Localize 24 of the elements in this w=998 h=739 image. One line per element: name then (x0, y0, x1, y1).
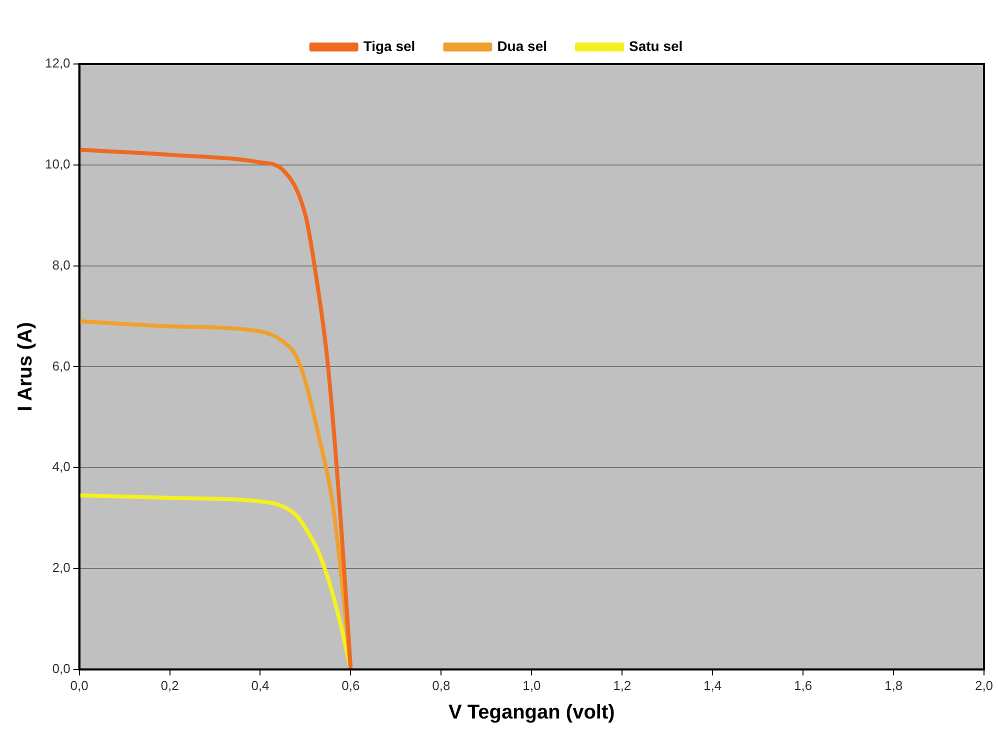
y-tick-label: 10,0 (44, 156, 70, 172)
x-tick-label: 1,6 (794, 678, 812, 693)
y-tick-label: 2,0 (52, 560, 70, 576)
x-tick-label: 1,4 (704, 678, 722, 693)
x-tick-label: 0,4 (251, 678, 270, 693)
x-tick-label: 2,0 (974, 678, 994, 693)
x-tick-label: 0,2 (160, 678, 179, 693)
y-tick-label: 4,0 (52, 459, 70, 474)
x-axis-title: V Tegangan (volt) (448, 702, 615, 724)
y-tick-label: 6,0 (52, 358, 70, 374)
y-tick-label: 8,0 (52, 257, 70, 272)
x-tick-label: 1,8 (884, 678, 903, 693)
x-tick-label: 0,0 (70, 678, 88, 693)
y-tick-label: 0,0 (52, 660, 70, 676)
x-tick-label: 1,2 (613, 678, 632, 693)
x-tick-label: 1,0 (522, 678, 541, 693)
x-tick-label: 0,6 (342, 678, 360, 693)
y-axis-title: I Arus (A) (14, 322, 37, 412)
legend-label: Satu sel (628, 38, 683, 54)
legend-label: Dua sel (497, 38, 548, 54)
y-tick-label: 12,0 (44, 56, 70, 71)
legend-label: Tiga sel (363, 38, 416, 54)
line-series (79, 148, 353, 670)
x-tick-label: 0,8 (432, 678, 450, 693)
